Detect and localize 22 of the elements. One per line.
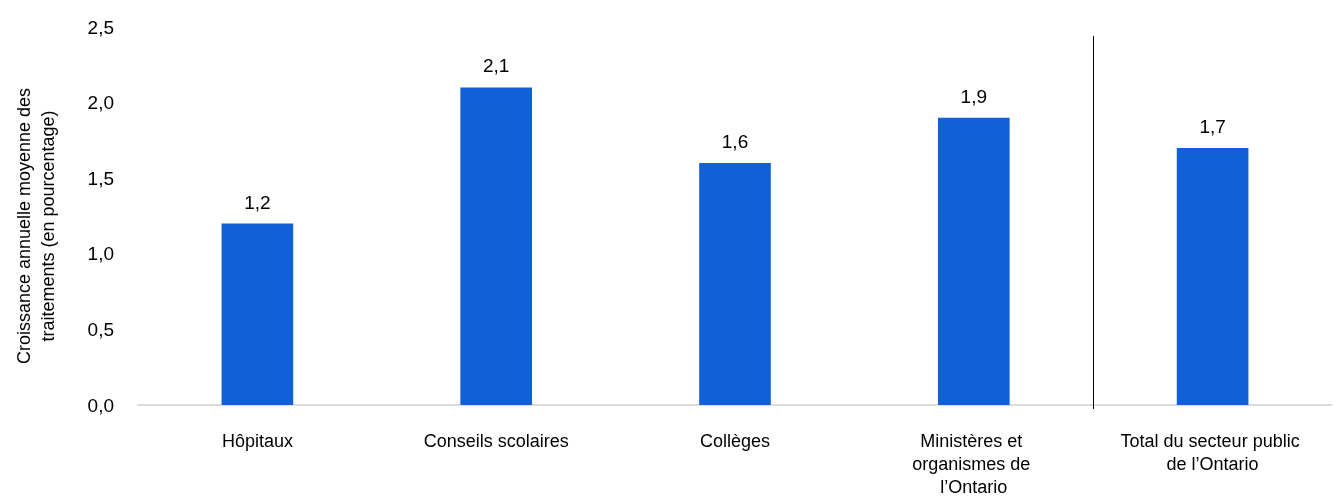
x-tick-label: Hôpitaux bbox=[221, 430, 293, 451]
y-tick-label: 0,5 bbox=[87, 318, 114, 340]
data-label: 1,9 bbox=[960, 85, 988, 107]
data-label: 1,7 bbox=[1199, 115, 1226, 137]
x-tick-label: Conseils scolaires bbox=[423, 430, 569, 451]
bar bbox=[937, 117, 1010, 405]
x-tick-label: Total du secteur public de l’Ontario bbox=[1120, 430, 1305, 474]
data-label: 1,2 bbox=[244, 191, 271, 213]
y-tick-label: 1,0 bbox=[87, 243, 114, 265]
data-label: 2,1 bbox=[482, 55, 510, 77]
y-tick-label: 0,0 bbox=[87, 394, 114, 416]
y-tick-label: 1,5 bbox=[87, 167, 114, 189]
bar bbox=[1176, 147, 1249, 405]
y-axis-title: Croissance annuelle moyenne des traitements (en pourcentage) bbox=[13, 86, 59, 367]
bar bbox=[460, 87, 533, 405]
data-label: 1,6 bbox=[721, 131, 749, 153]
bar bbox=[699, 163, 771, 405]
x-tick-label: Ministères et organismes de l’Ontario bbox=[912, 430, 1036, 497]
y-tick-label: 2,0 bbox=[87, 92, 114, 114]
bar bbox=[221, 223, 294, 405]
x-tick-label: Collèges bbox=[699, 430, 771, 451]
y-tick-label: 2,5 bbox=[87, 16, 114, 38]
